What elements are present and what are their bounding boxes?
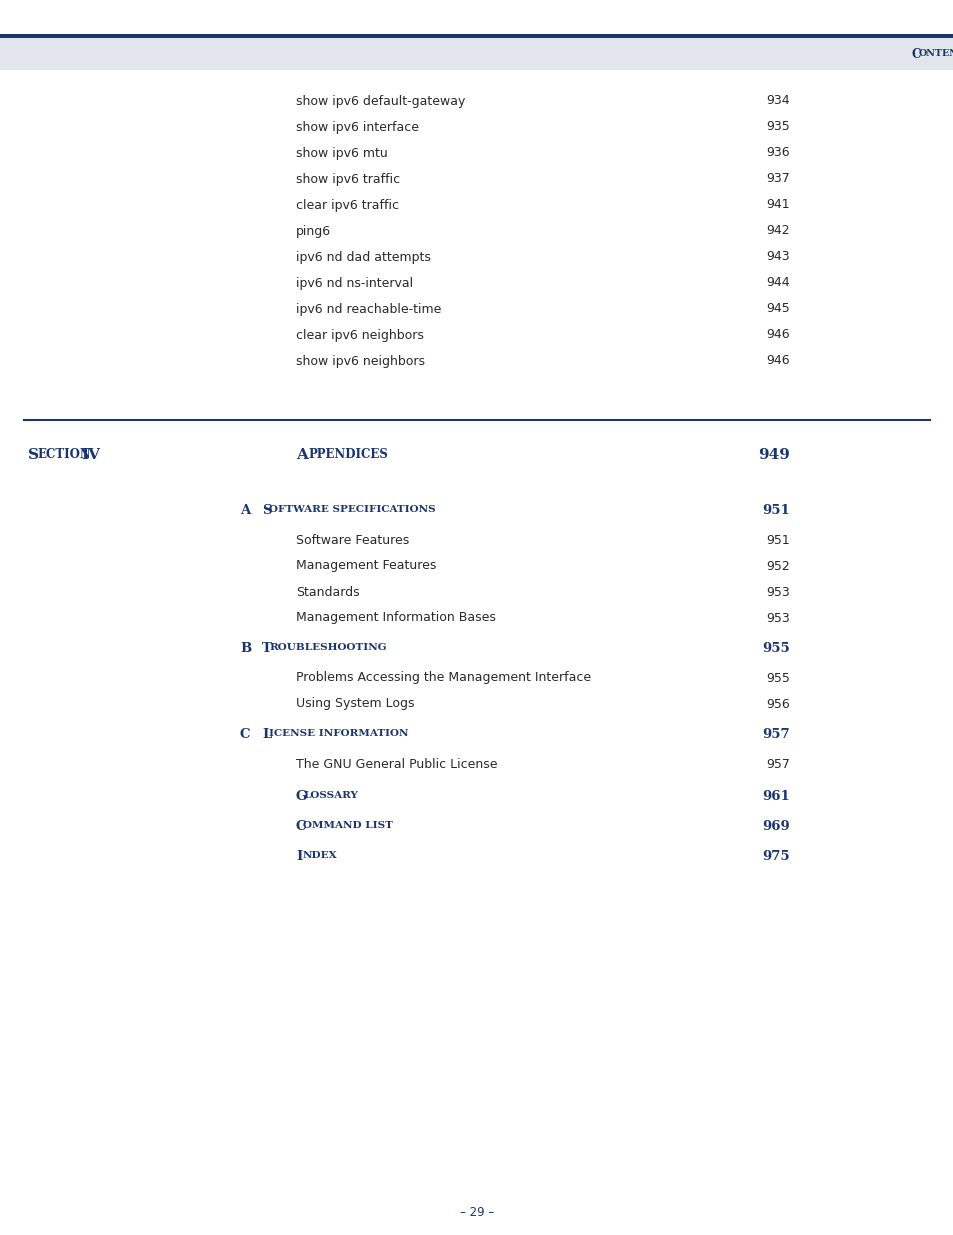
Text: 941: 941 <box>765 199 789 211</box>
Text: 936: 936 <box>765 147 789 159</box>
Text: show ipv6 traffic: show ipv6 traffic <box>295 173 399 185</box>
Text: 957: 957 <box>761 727 789 741</box>
Text: show ipv6 default-gateway: show ipv6 default-gateway <box>295 95 465 107</box>
Text: G: G <box>295 789 307 803</box>
Text: ROUBLESHOOTING: ROUBLESHOOTING <box>269 643 386 652</box>
Text: L: L <box>262 727 271 741</box>
Text: The GNU General Public License: The GNU General Public License <box>295 757 497 771</box>
Text: 953: 953 <box>765 611 789 625</box>
Text: 955: 955 <box>765 672 789 684</box>
Text: 949: 949 <box>758 448 789 462</box>
Text: LOSSARY: LOSSARY <box>303 792 357 800</box>
Text: 942: 942 <box>765 225 789 237</box>
Text: OMMAND LIST: OMMAND LIST <box>303 821 393 830</box>
Text: 937: 937 <box>765 173 789 185</box>
Text: 943: 943 <box>765 251 789 263</box>
Text: 956: 956 <box>765 698 789 710</box>
Text: 935: 935 <box>765 121 789 133</box>
Text: 975: 975 <box>761 850 789 862</box>
Text: 951: 951 <box>765 534 789 547</box>
Text: S: S <box>28 448 39 462</box>
Text: ipv6 nd reachable-time: ipv6 nd reachable-time <box>295 303 441 315</box>
Text: 945: 945 <box>765 303 789 315</box>
Text: 953: 953 <box>765 585 789 599</box>
Text: 944: 944 <box>765 277 789 289</box>
Bar <box>0 35 953 38</box>
Text: T: T <box>262 641 272 655</box>
Text: IV: IV <box>81 448 100 462</box>
Text: show ipv6 neighbors: show ipv6 neighbors <box>295 354 424 368</box>
Text: Problems Accessing the Management Interface: Problems Accessing the Management Interf… <box>295 672 591 684</box>
Text: A: A <box>240 504 250 516</box>
Text: ECTION: ECTION <box>37 448 91 462</box>
Text: C: C <box>295 820 306 832</box>
Text: 955: 955 <box>761 641 789 655</box>
Text: C: C <box>911 47 921 61</box>
Text: 946: 946 <box>765 329 789 342</box>
Text: ipv6 nd dad attempts: ipv6 nd dad attempts <box>295 251 431 263</box>
Bar <box>0 38 953 70</box>
Text: 957: 957 <box>765 757 789 771</box>
Text: 952: 952 <box>765 559 789 573</box>
Text: Management Information Bases: Management Information Bases <box>295 611 496 625</box>
Text: ICENSE INFORMATION: ICENSE INFORMATION <box>269 730 408 739</box>
Text: PPENDICES: PPENDICES <box>308 448 388 462</box>
Text: 946: 946 <box>765 354 789 368</box>
Text: I: I <box>295 850 302 862</box>
Text: S: S <box>262 504 272 516</box>
Text: A: A <box>295 448 308 462</box>
Text: ping6: ping6 <box>295 225 331 237</box>
Text: NDEX: NDEX <box>303 851 337 861</box>
Text: Using System Logs: Using System Logs <box>295 698 414 710</box>
Text: OFTWARE SPECIFICATIONS: OFTWARE SPECIFICATIONS <box>269 505 436 515</box>
Text: ONTENTS: ONTENTS <box>918 49 953 58</box>
Text: 961: 961 <box>761 789 789 803</box>
Text: ipv6 nd ns-interval: ipv6 nd ns-interval <box>295 277 413 289</box>
Text: Management Features: Management Features <box>295 559 436 573</box>
Text: B: B <box>240 641 251 655</box>
Text: Standards: Standards <box>295 585 359 599</box>
Text: show ipv6 interface: show ipv6 interface <box>295 121 418 133</box>
Text: 934: 934 <box>765 95 789 107</box>
Text: 969: 969 <box>761 820 789 832</box>
Text: 951: 951 <box>761 504 789 516</box>
Text: – 29 –: – 29 – <box>459 1207 494 1219</box>
Text: clear ipv6 neighbors: clear ipv6 neighbors <box>295 329 423 342</box>
Text: clear ipv6 traffic: clear ipv6 traffic <box>295 199 398 211</box>
Text: C: C <box>240 727 251 741</box>
Text: show ipv6 mtu: show ipv6 mtu <box>295 147 387 159</box>
Text: Software Features: Software Features <box>295 534 409 547</box>
